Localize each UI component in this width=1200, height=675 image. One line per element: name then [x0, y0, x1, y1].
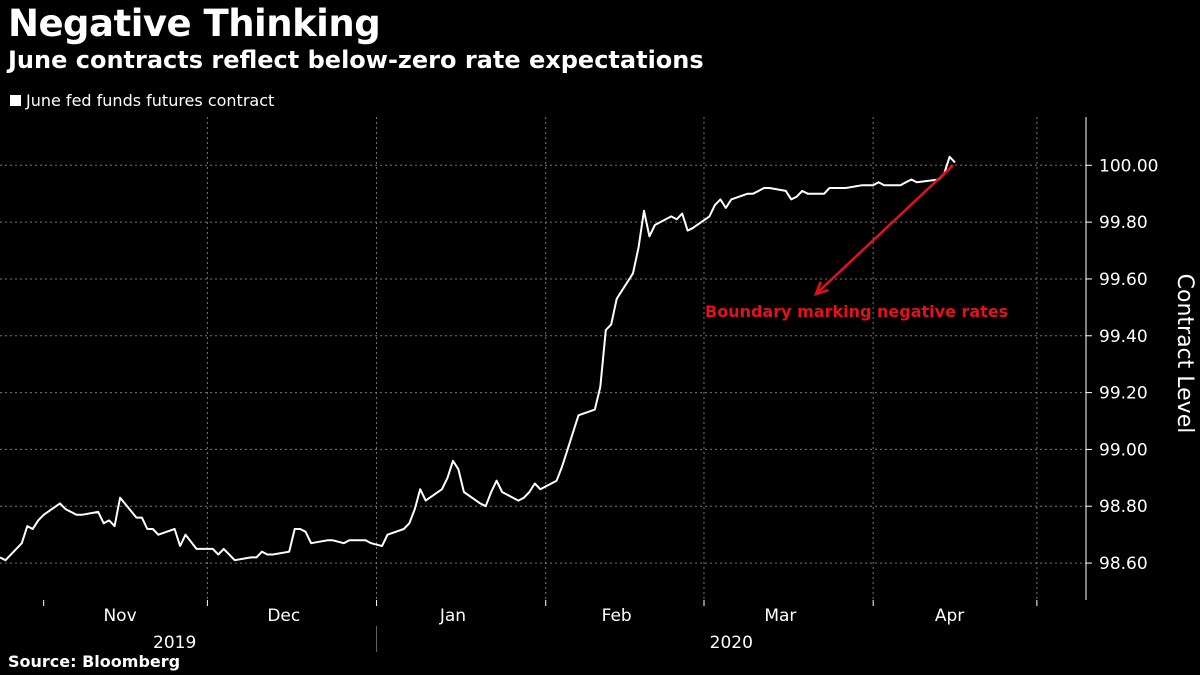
y-tick-label: 98.80 — [1099, 497, 1148, 517]
series-line — [0, 155, 956, 562]
y-tick-label: 99.80 — [1099, 213, 1148, 233]
chart-title: Negative Thinking — [8, 2, 381, 45]
x-month-label: Mar — [764, 606, 796, 626]
x-year-label: 2020 — [710, 633, 753, 653]
x-year-label: 2019 — [153, 633, 196, 653]
y-tick-label: 99.20 — [1099, 384, 1148, 404]
legend: June fed funds futures contract — [10, 91, 274, 110]
chart-subtitle: June contracts reflect below-zero rate e… — [8, 46, 704, 74]
x-month-label: Apr — [935, 606, 964, 626]
x-month-label: Dec — [267, 606, 300, 626]
y-tick-label: 99.40 — [1099, 327, 1148, 347]
x-month-label: Jan — [439, 606, 466, 626]
x-month-label: Feb — [602, 606, 632, 626]
y-axis-title: Contract Level — [1172, 274, 1197, 434]
y-tick-label: 100.00 — [1099, 156, 1158, 176]
x-month-label: Nov — [103, 606, 136, 626]
y-tick-label: 99.60 — [1099, 270, 1148, 290]
annotation-arrow-line — [815, 164, 954, 295]
source-note: Source: Bloomberg — [8, 652, 181, 671]
annotation-text: Boundary marking negative rates — [705, 302, 1008, 321]
annotation-arrow-head — [813, 281, 829, 296]
y-tick-label: 99.00 — [1099, 440, 1148, 460]
legend-label: June fed funds futures contract — [26, 91, 275, 110]
y-tick-label: 98.60 — [1099, 554, 1148, 574]
legend-swatch — [10, 95, 21, 106]
